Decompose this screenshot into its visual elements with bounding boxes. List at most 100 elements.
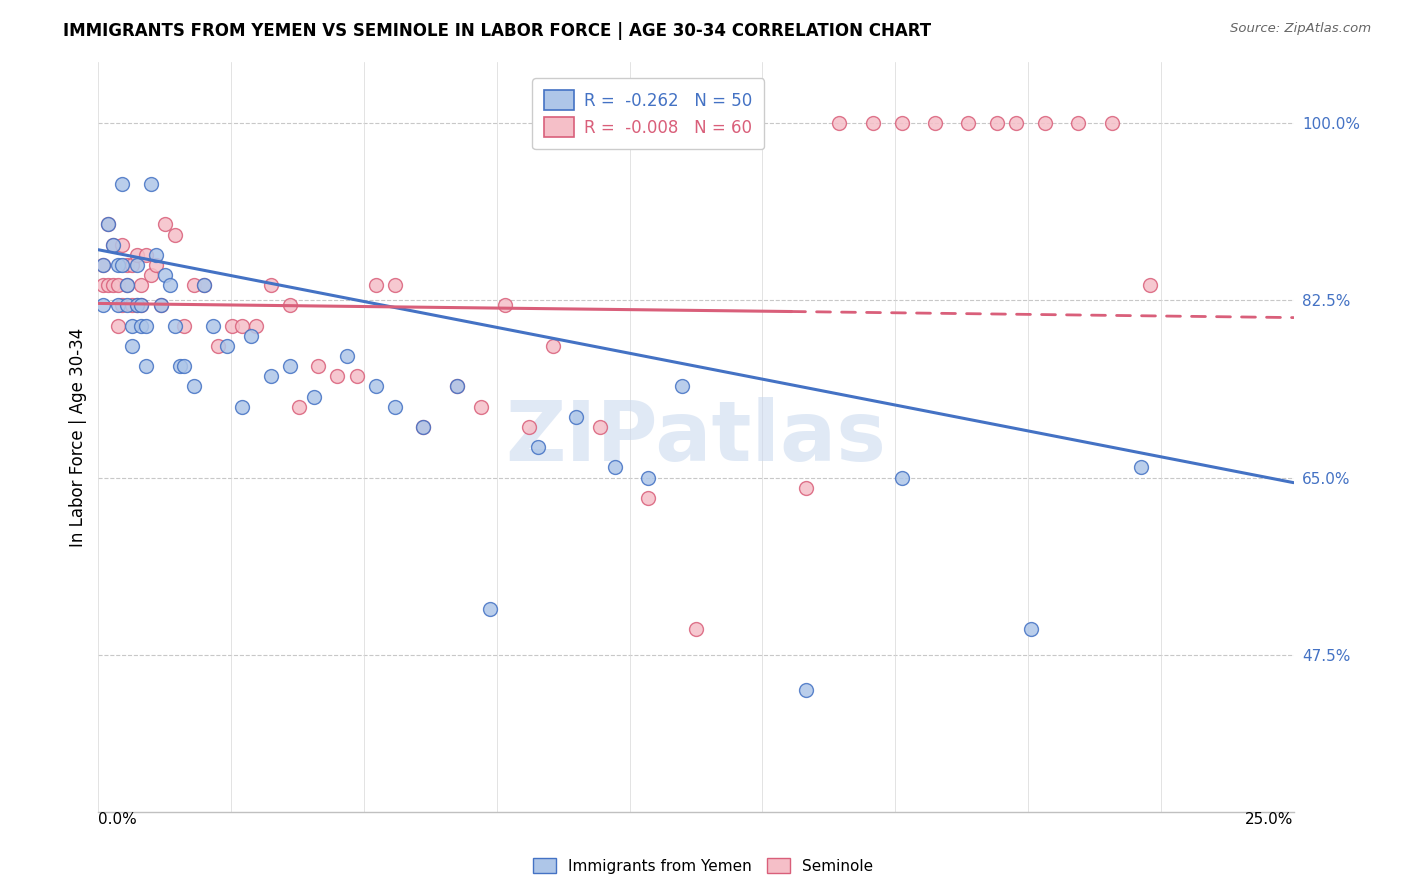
Point [207,339,229,353]
Point [412,420,434,434]
Point [173,318,195,333]
Point [139,177,162,191]
Point [121,339,143,353]
Point [637,491,659,505]
Point [794,481,817,495]
Point [384,400,406,414]
Point [107,318,129,333]
Text: 25.0%: 25.0% [1246,812,1294,827]
Point [231,400,253,414]
Point [278,298,301,312]
Point [101,237,124,252]
Point [346,369,368,384]
Point [307,359,329,374]
Legend: Immigrants from Yemen, Seminole: Immigrants from Yemen, Seminole [527,852,879,880]
Point [446,379,468,393]
Point [107,298,129,312]
Point [259,369,281,384]
Point [115,278,138,293]
Point [131,318,153,333]
Point [1033,116,1056,130]
Point [149,298,172,312]
Point [1005,116,1028,130]
Point [221,318,243,333]
Point [685,623,707,637]
Point [479,602,502,616]
Point [589,420,612,434]
Point [278,359,301,374]
Point [107,258,129,272]
Point [149,298,172,312]
Point [1129,460,1152,475]
Point [125,298,148,312]
Point [541,339,564,353]
Point [302,390,325,404]
Point [121,298,143,312]
Point [111,177,134,191]
Point [1101,116,1123,130]
Point [446,379,468,393]
Point [364,278,387,293]
Point [101,237,124,252]
Point [245,318,267,333]
Point [155,268,177,282]
Point [97,218,120,232]
Point [91,258,114,272]
Point [115,278,138,293]
Text: 0.0%: 0.0% [98,812,138,827]
Point [135,359,157,374]
Point [336,349,359,363]
Point [125,248,148,262]
Point [121,258,143,272]
Point [183,379,205,393]
Point [145,248,167,262]
Point [326,369,349,384]
Point [637,470,659,484]
Point [139,268,162,282]
Point [145,258,167,272]
Point [125,298,148,312]
Point [412,420,434,434]
Point [890,470,912,484]
Point [494,298,516,312]
Point [135,318,157,333]
Point [173,359,195,374]
Point [957,116,980,130]
Point [91,298,114,312]
Point [603,460,626,475]
Point [169,359,191,374]
Point [202,318,225,333]
Point [125,258,148,272]
Point [121,318,143,333]
Point [107,278,129,293]
Point [155,218,177,232]
Point [193,278,215,293]
Point [131,298,153,312]
Point [794,683,817,698]
Point [97,278,120,293]
Point [565,409,588,424]
Point [163,227,186,242]
Point [890,116,912,130]
Point [1019,623,1042,637]
Point [986,116,1008,130]
Point [364,379,387,393]
Point [111,258,134,272]
Point [97,218,120,232]
Point [231,318,253,333]
Point [862,116,884,130]
Point [111,298,134,312]
Point [1139,278,1161,293]
Point [115,298,138,312]
Point [131,278,153,293]
Point [183,278,205,293]
Point [111,237,134,252]
Legend: R =  -0.262   N = 50, R =  -0.008   N = 60: R = -0.262 N = 50, R = -0.008 N = 60 [533,78,763,149]
Point [828,116,851,130]
Point [217,339,239,353]
Point [163,318,186,333]
Point [193,278,215,293]
Point [135,248,157,262]
Y-axis label: In Labor Force | Age 30-34: In Labor Force | Age 30-34 [69,327,87,547]
Point [1067,116,1090,130]
